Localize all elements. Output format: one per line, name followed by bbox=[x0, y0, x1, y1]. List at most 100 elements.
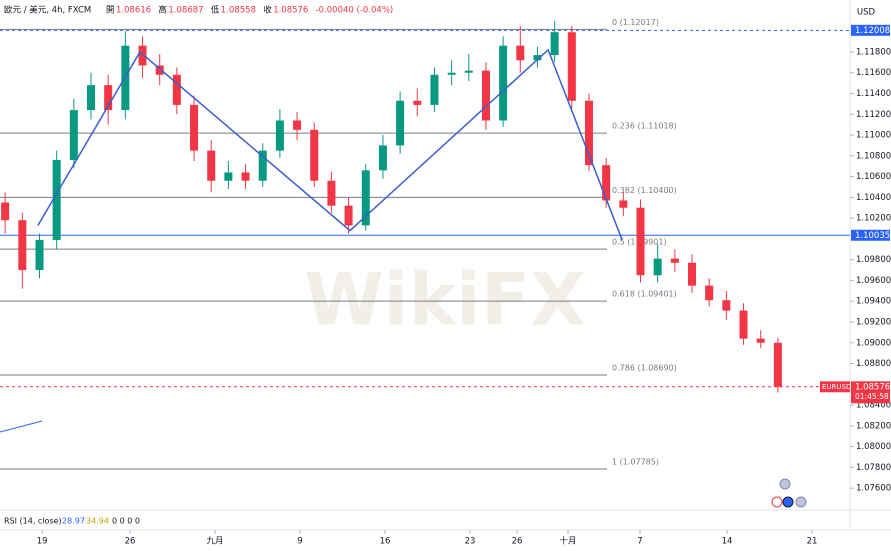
candle-body bbox=[602, 165, 611, 201]
symbol: 欧元 / 美元, 4h, FXCM bbox=[4, 5, 91, 16]
candle-body bbox=[52, 159, 61, 240]
fib-label: 0.382 (1.10400) bbox=[612, 186, 677, 195]
stat-key: 高 bbox=[158, 5, 167, 16]
candle-body bbox=[739, 310, 748, 339]
y-tick-label: 1.09400 bbox=[856, 297, 891, 307]
stat-value: 1.08616 bbox=[116, 6, 151, 16]
x-tick-label: 十月 bbox=[560, 536, 577, 547]
candle-body bbox=[447, 72, 456, 75]
x-tick-label: 19 bbox=[37, 537, 48, 547]
zigzag bbox=[37, 48, 623, 241]
candle-body bbox=[35, 239, 44, 271]
candle-body bbox=[653, 258, 662, 276]
y-tick-label: 1.10800 bbox=[856, 151, 891, 161]
x-tick-label: 21 bbox=[807, 537, 818, 547]
candle-body bbox=[275, 120, 284, 151]
candle-body bbox=[69, 110, 78, 160]
stat-value: 1.08687 bbox=[168, 6, 203, 16]
candle-body bbox=[413, 100, 422, 105]
symbol-tag-label: EURUSD bbox=[822, 383, 851, 391]
price-tag bbox=[851, 24, 890, 36]
y-tick-label: 1.10200 bbox=[856, 214, 891, 224]
y-tick-label: 1.09800 bbox=[856, 255, 891, 265]
candle-body bbox=[619, 200, 628, 208]
x-tick-label: 23 bbox=[465, 537, 476, 547]
candle-body bbox=[327, 180, 336, 206]
candle-body bbox=[1, 202, 10, 221]
stat-value: 1.08558 bbox=[221, 6, 256, 16]
candle-body bbox=[516, 45, 525, 61]
event-icon[interactable] bbox=[779, 478, 791, 490]
rsi-extra: 0 0 0 0 bbox=[112, 517, 140, 526]
candle-body bbox=[430, 74, 439, 105]
candle-body bbox=[190, 104, 199, 151]
y-tick-label: 1.08800 bbox=[856, 359, 891, 369]
symbol-tag bbox=[820, 381, 850, 393]
y-tick-label: 1.08200 bbox=[856, 421, 891, 431]
currency: USD bbox=[857, 8, 876, 18]
candle-body bbox=[104, 85, 113, 111]
y-tick-label: 1.08000 bbox=[856, 442, 891, 452]
price-tag-label: 1.12008 bbox=[855, 26, 890, 36]
plot: 0 (1.12017) 0.236 (1.11018) 0.382 (1.10400… bbox=[0, 18, 851, 470]
y-tick-label: 1.11400 bbox=[856, 89, 891, 99]
candle-body bbox=[722, 300, 731, 311]
event-icon[interactable] bbox=[795, 496, 807, 508]
y-tick-label: 1.08400 bbox=[856, 401, 891, 411]
candle-body bbox=[207, 150, 216, 181]
fib-label: 0.786 (1.08690) bbox=[612, 363, 677, 372]
candle-body bbox=[688, 262, 697, 286]
event-icon[interactable] bbox=[771, 496, 783, 508]
candle-body bbox=[670, 258, 679, 263]
x-tick-label: 16 bbox=[380, 537, 391, 547]
candle-body bbox=[773, 342, 782, 387]
price-tag bbox=[851, 229, 890, 241]
candle-body bbox=[241, 172, 250, 181]
stat-key: 收 bbox=[263, 5, 272, 16]
x-tick-label: 7 bbox=[637, 537, 642, 547]
candle-body bbox=[310, 129, 319, 181]
stat-key: 低 bbox=[211, 5, 220, 16]
candle-body bbox=[756, 338, 765, 343]
y-tick-label: 1.09000 bbox=[856, 338, 891, 348]
candle-body bbox=[550, 32, 559, 56]
candle-body bbox=[138, 45, 147, 66]
candle-body bbox=[378, 145, 387, 171]
y-tick-label: 1.07600 bbox=[856, 484, 891, 494]
fib-label: 0 (1.12017) bbox=[612, 18, 659, 27]
x-tick-label: 26 bbox=[512, 537, 523, 547]
price-tag-label: 1.08576 bbox=[855, 382, 890, 392]
x-tick-label: 九月 bbox=[206, 537, 223, 547]
candle-body bbox=[172, 74, 181, 105]
y-tick-label: 1.11600 bbox=[856, 68, 891, 78]
stat-value: 1.08576 bbox=[273, 6, 308, 16]
y-tick-label: 1.09200 bbox=[856, 317, 891, 327]
candle-body bbox=[499, 45, 508, 121]
price-tag-label: 1.10035 bbox=[855, 231, 890, 241]
rsi-line bbox=[0, 420, 43, 433]
y-tick-label: 1.10400 bbox=[856, 193, 891, 203]
y-tick-label: 1.11800 bbox=[856, 47, 891, 57]
x-tick-label: 14 bbox=[722, 537, 733, 547]
candle-body bbox=[584, 100, 593, 166]
candle-body bbox=[18, 220, 27, 271]
candle-body bbox=[396, 100, 405, 146]
candle-body bbox=[464, 70, 473, 73]
rsi-value: 28.97 bbox=[62, 517, 85, 526]
price-tag bbox=[851, 381, 890, 404]
candle-body bbox=[293, 120, 302, 130]
candle-body bbox=[636, 207, 645, 276]
fib-label: 0.236 (1.11018) bbox=[612, 122, 677, 131]
candle-body bbox=[258, 150, 267, 181]
event-icon[interactable] bbox=[782, 496, 794, 508]
stat-key: 開 bbox=[106, 6, 115, 16]
countdown: 01:45:58 bbox=[855, 392, 889, 401]
candle-body bbox=[533, 55, 542, 61]
fib-label: 1 (1.07785) bbox=[612, 457, 659, 466]
candle-body bbox=[155, 65, 164, 75]
candle-body bbox=[705, 285, 714, 301]
y-tick-label: 1.09600 bbox=[856, 276, 891, 286]
